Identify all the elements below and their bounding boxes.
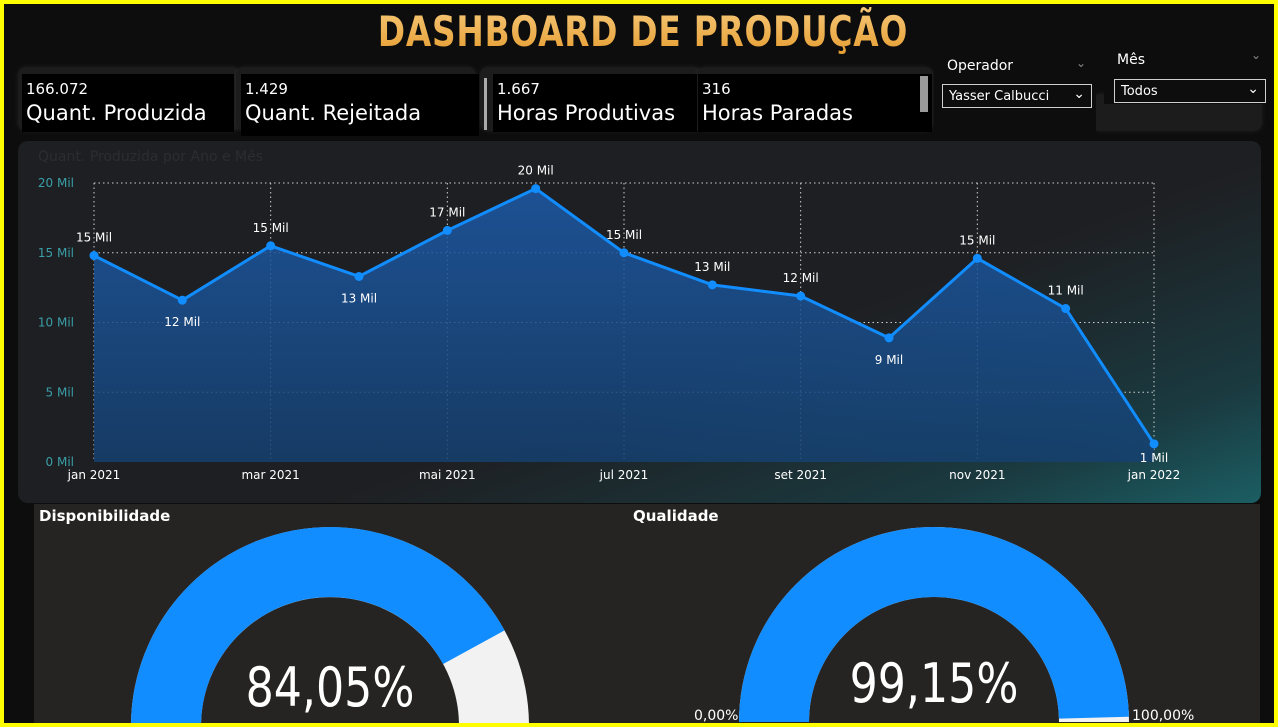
y-tick-label: 15 Mil (38, 246, 74, 260)
data-label: 15 Mil (253, 221, 289, 235)
y-tick-label: 0 Mil (46, 455, 74, 469)
kpi-divider (484, 78, 487, 130)
kpi-value: 1.429 (245, 80, 288, 98)
data-label: 17 Mil (429, 205, 465, 219)
data-label: 12 Mil (164, 315, 200, 329)
qualidade-gauge-max-label: 100,00% (1132, 708, 1195, 724)
data-point[interactable] (354, 271, 364, 281)
area-fill (94, 188, 1154, 462)
y-tick-label: 10 Mil (38, 316, 74, 330)
qualidade-gauge-fill (739, 527, 1129, 723)
x-tick-label: mar 2021 (241, 468, 299, 482)
kpi-label: Horas Produtivas (497, 101, 676, 125)
data-point[interactable] (1149, 439, 1159, 449)
kpi-label: Quant. Produzida (26, 101, 207, 125)
disponibilidade-gauge-title: Disponibilidade (39, 507, 171, 525)
qualidade-gauge-min-label: 0,00% (694, 708, 739, 724)
data-label: 20 Mil (518, 164, 554, 178)
chevron-down-icon[interactable]: ⌄ (1251, 48, 1262, 62)
data-point[interactable] (796, 291, 806, 301)
disponibilidade-gauge-fill (131, 527, 505, 723)
operador-slicer-label: Operador (947, 58, 1014, 74)
kpi-label: Quant. Rejeitada (245, 101, 422, 125)
operador-slicer: Operador ⌄ Yasser Calbucci ⌄ (934, 48, 1096, 132)
x-tick-label: jan 2022 (1127, 468, 1181, 482)
mes-selected-value: Todos (1121, 84, 1158, 99)
operador-dropdown[interactable]: Yasser Calbucci ⌄ (942, 84, 1092, 108)
chevron-down-icon: ⌄ (1247, 81, 1259, 97)
kpi-value: 316 (702, 80, 731, 98)
dashboard-title: DASHBOARD DE PRODUÇÃO (145, 6, 1142, 58)
chevron-down-icon: ⌄ (1073, 86, 1085, 102)
data-point[interactable] (531, 184, 541, 194)
y-tick-label: 5 Mil (46, 385, 74, 399)
data-label: 15 Mil (76, 231, 112, 245)
kpi-value: 166.072 (26, 80, 89, 98)
data-label: 12 Mil (783, 271, 819, 285)
data-label: 9 Mil (875, 353, 903, 367)
mes-dropdown[interactable]: Todos ⌄ (1114, 79, 1266, 103)
x-tick-label: jan 2021 (67, 468, 121, 482)
x-tick-label: jul 2021 (599, 468, 649, 482)
data-point[interactable] (266, 241, 276, 251)
data-label: 1 Mil (1140, 451, 1168, 465)
data-point[interactable] (1061, 304, 1071, 314)
data-point[interactable] (884, 333, 894, 343)
kpi-value: 1.667 (497, 80, 540, 98)
gauges-svg (131, 527, 1129, 723)
data-point[interactable] (442, 225, 452, 235)
chart-title: Quant. Produzida por Ano e Mês (38, 149, 264, 165)
kpi-quant-rejeitada: 1.429 Quant. Rejeitada (241, 74, 479, 136)
y-tick-label: 20 Mil (38, 176, 74, 190)
data-point[interactable] (177, 295, 187, 305)
production-area-chart: 15 Mil 12 Mil 15 Mil 13 Mil 17 Mil 20 Mil 15 M… (38, 164, 1181, 482)
x-tick-label: nov 2021 (949, 468, 1005, 482)
kpi-quant-produzida: 166.072 Quant. Produzida (22, 74, 234, 132)
data-label: 15 Mil (959, 233, 995, 247)
data-point[interactable] (619, 248, 629, 258)
kpi-horas-produtivas: 1.667 Horas Produtivas (493, 74, 697, 132)
data-label: 13 Mil (694, 260, 730, 274)
disponibilidade-gauge-value: 84,05% (245, 656, 415, 719)
chevron-down-icon[interactable]: ⌄ (1076, 56, 1087, 70)
data-point[interactable] (707, 280, 717, 290)
operador-selected-value: Yasser Calbucci (949, 89, 1050, 104)
qualidade-gauge-value: 99,15% (849, 652, 1019, 715)
data-label: 15 Mil (606, 228, 642, 242)
qualidade-gauge-title: Qualidade (633, 507, 719, 525)
data-point[interactable] (89, 251, 99, 261)
data-label: 11 Mil (1048, 284, 1084, 298)
x-tick-label: set 2021 (774, 468, 827, 482)
data-point[interactable] (972, 253, 982, 263)
x-tick-label: mai 2021 (419, 468, 476, 482)
kpi-scrollbar[interactable] (920, 76, 928, 112)
mes-slicer-label: Mês (1117, 52, 1145, 68)
mes-slicer: Mês ⌄ Todos ⌄ (1104, 44, 1272, 104)
kpi-label: Horas Paradas (702, 101, 853, 125)
data-label: 13 Mil (341, 291, 377, 305)
kpi-horas-paradas: 316 Horas Paradas (698, 74, 932, 132)
